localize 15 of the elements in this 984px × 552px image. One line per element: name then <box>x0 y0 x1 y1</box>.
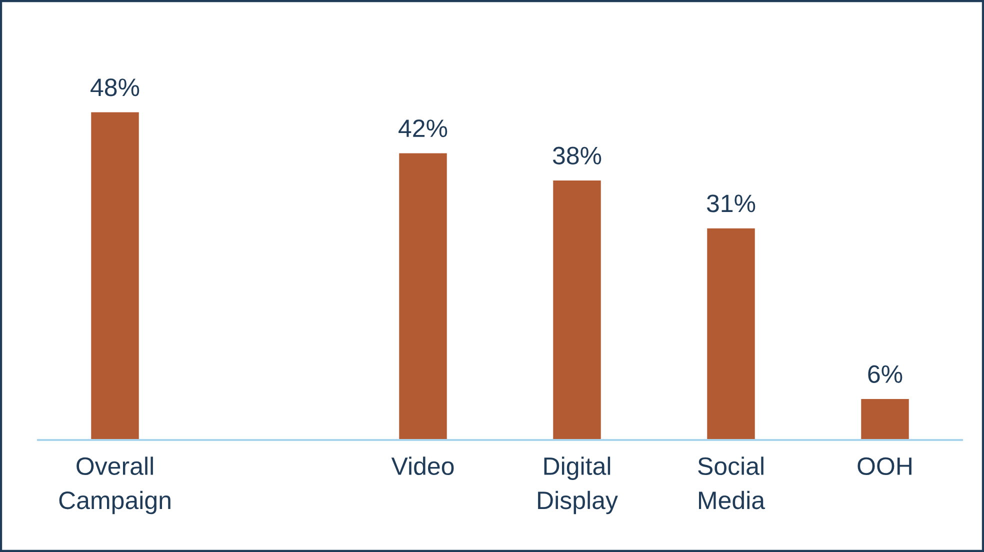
data-label: 31% <box>706 194 756 212</box>
bar <box>91 112 139 440</box>
data-label: 48% <box>90 78 140 96</box>
x-tick-label: Digital Display <box>538 456 618 514</box>
data-label: 42% <box>398 119 448 138</box>
data-label: 6% <box>868 365 902 383</box>
x-tick-label: OOH <box>858 457 912 476</box>
bar <box>553 180 601 440</box>
x-tick-label: Overall Campaign <box>59 456 170 514</box>
data-label: 38% <box>552 146 602 164</box>
x-tick-label: Social Media <box>698 456 766 510</box>
x-tick-label: Video <box>391 456 454 476</box>
bar <box>861 399 909 440</box>
bar <box>399 153 447 440</box>
bar <box>707 228 755 440</box>
